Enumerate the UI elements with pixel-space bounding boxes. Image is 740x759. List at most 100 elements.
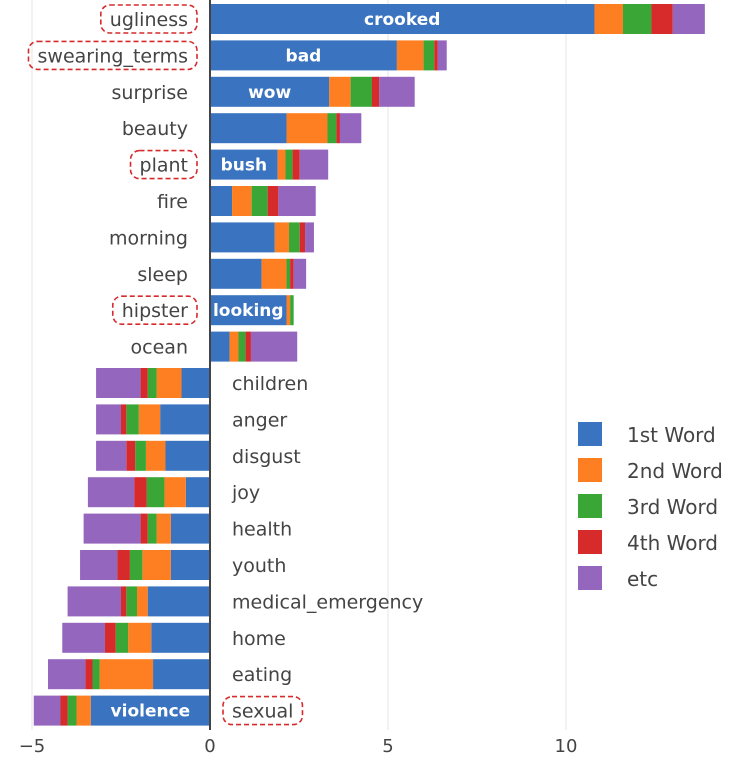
bar-ugliness-2nd-word — [594, 4, 623, 34]
bar-anger-3rd-word — [126, 404, 139, 435]
bar-sexual-3rd-word — [67, 695, 77, 726]
category-label-joy: joy — [231, 482, 260, 504]
bar-plant-1st-word — [210, 149, 278, 180]
bar-health-4th-word — [140, 513, 148, 544]
bar-label-bush: bush — [221, 156, 268, 176]
bar-fire-3rd-word — [251, 186, 268, 216]
category-label-beauty: beauty — [122, 118, 188, 140]
bar-fire-2nd-word — [232, 186, 252, 216]
x-axis: −5 0 5 10 — [19, 0, 578, 757]
bar-youth-3rd-word — [129, 550, 143, 580]
legend-label-1st-word: 1st Word — [627, 423, 716, 447]
x-tick-label-5: 5 — [382, 736, 393, 757]
bar-ugliness-etc — [672, 4, 705, 34]
bar-anger-4th-word — [121, 404, 127, 435]
bar-eating-2nd-word — [99, 659, 154, 690]
bar-health-3rd-word — [147, 513, 157, 544]
bar-fire-1st-word — [210, 186, 233, 216]
bar-health-2nd-word — [156, 513, 171, 544]
bar-sexual-1st-word — [90, 695, 210, 726]
bar-home-1st-word — [151, 622, 210, 653]
bar-labels: crooked bad wow bush looking violence — [111, 10, 441, 722]
bar-sleep-2nd-word — [261, 258, 287, 289]
bar-plant-etc — [299, 149, 329, 180]
bar-disgust-3rd-word — [135, 440, 146, 471]
bar-swearing-terms-2nd-word — [396, 40, 424, 71]
category-label-ugliness: ugliness — [110, 9, 188, 31]
bar-surprise-2nd-word — [329, 76, 351, 107]
bar-beauty-1st-word — [210, 113, 287, 144]
bar-morning-2nd-word — [274, 222, 290, 253]
bar-beauty-4th-word — [336, 113, 340, 144]
bar-ugliness-1st-word — [210, 4, 595, 34]
legend-swatch-3rd-word — [578, 494, 602, 518]
category-label-anger: anger — [232, 409, 287, 431]
bar-children-1st-word — [181, 368, 210, 398]
legend-swatch-1st-word — [578, 422, 602, 446]
bar-sexual-etc — [33, 695, 61, 726]
bar-youth-etc — [80, 550, 118, 580]
bar-morning-1st-word — [210, 222, 275, 253]
bar-joy-etc — [87, 477, 135, 508]
bar-beauty-3rd-word — [327, 113, 337, 144]
category-label-morning: morning — [109, 227, 188, 249]
bar-sleep-etc — [293, 258, 307, 289]
category-label-youth: youth — [232, 555, 286, 577]
grid-lines — [31, 0, 567, 730]
bar-plant-2nd-word — [277, 149, 286, 180]
bar-swearing-terms-1st-word — [210, 40, 397, 71]
bar-home-3rd-word — [115, 622, 129, 653]
highlight-box-ugliness — [99, 4, 198, 34]
category-label-children: children — [232, 373, 308, 395]
legend-label-4th-word: 4th Word — [627, 531, 718, 555]
x-tick-label-10: 10 — [555, 736, 578, 757]
category-label-plant: plant — [140, 155, 188, 177]
bar-sleep-3rd-word — [286, 258, 291, 289]
bar-medical-emergency-3rd-word — [126, 586, 138, 617]
category-label-health: health — [232, 519, 292, 541]
bar-label-crooked: crooked — [364, 10, 440, 30]
category-label-disgust: disgust — [232, 446, 301, 468]
category-label-swearing-terms: swearing_terms — [38, 45, 189, 67]
bar-surprise-3rd-word — [350, 76, 372, 107]
bar-eating-3rd-word — [92, 659, 100, 690]
highlight-box-sexual — [222, 695, 304, 726]
bar-disgust-4th-word — [126, 440, 136, 471]
category-label-sleep: sleep — [137, 264, 188, 286]
bar-surprise-4th-word — [371, 76, 380, 107]
bar-sexual-4th-word — [60, 695, 68, 726]
bar-label-looking: looking — [213, 301, 284, 321]
bar-fire-4th-word — [267, 186, 279, 216]
bar-home-etc — [62, 622, 105, 653]
bar-morning-3rd-word — [289, 222, 300, 253]
bar-label-bad: bad — [286, 46, 322, 66]
legend-swatch-2nd-word — [578, 458, 602, 482]
bar-eating-4th-word — [85, 659, 93, 690]
legend-swatch-etc — [578, 566, 602, 590]
legend-label-etc: etc — [627, 567, 658, 591]
category-label-home: home — [232, 628, 286, 650]
legend-label-3rd-word: 3rd Word — [627, 495, 718, 519]
bar-morning-etc — [305, 222, 314, 253]
bar-surprise-etc — [379, 76, 415, 107]
bar-anger-2nd-word — [138, 404, 161, 435]
x-tick-label-0: 0 — [204, 736, 215, 757]
category-label-surprise: surprise — [112, 82, 189, 104]
bar-eating-1st-word — [153, 659, 210, 690]
bar-children-3rd-word — [147, 368, 157, 398]
bar-eating-etc — [48, 659, 86, 690]
category-label-medical-emergency: medical_emergency — [232, 591, 423, 613]
bar-ocean-etc — [250, 331, 298, 362]
bar-sleep-4th-word — [290, 258, 294, 289]
bar-hipster-1st-word — [210, 295, 287, 326]
bar-children-etc — [96, 368, 141, 398]
bar-sleep-1st-word — [210, 258, 262, 289]
bar-ugliness-4th-word — [651, 4, 673, 34]
bar-ocean-2nd-word — [229, 331, 239, 362]
bar-sexual-2nd-word — [76, 695, 91, 726]
category-labels: ugliness swearing_terms surprise beauty plan… — [27, 4, 423, 726]
bar-hipster-3rd-word — [290, 295, 294, 326]
bar-youth-2nd-word — [142, 550, 171, 580]
bar-fire-etc — [278, 186, 316, 216]
